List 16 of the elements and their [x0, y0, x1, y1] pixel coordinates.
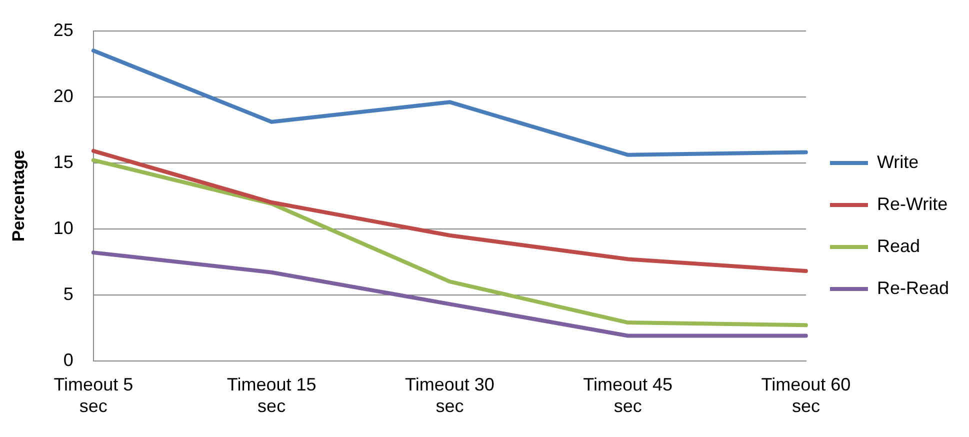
y-tick-label: 5	[63, 284, 74, 304]
legend-label: Read	[876, 236, 920, 256]
y-tick-label: 15	[53, 152, 74, 172]
legend-label: Re-Write	[876, 194, 948, 214]
y-tick-label: 10	[53, 218, 74, 238]
x-tick-label: Timeout 60 sec	[761, 374, 851, 416]
legend-label: Re-Read	[876, 278, 950, 298]
y-tick-label: 25	[53, 20, 74, 40]
y-axis-title: Percentage	[8, 150, 28, 242]
x-tick-label: Timeout 5 sec	[54, 374, 134, 416]
y-tick-label: 20	[53, 86, 74, 106]
x-tick-label: Timeout 30 sec	[405, 374, 494, 416]
x-tick-label: Timeout 45 sec	[583, 374, 673, 416]
y-tick-label: 0	[63, 350, 74, 370]
legend-label: Write	[876, 152, 919, 172]
x-tick-label: Timeout 15 sec	[226, 374, 316, 416]
